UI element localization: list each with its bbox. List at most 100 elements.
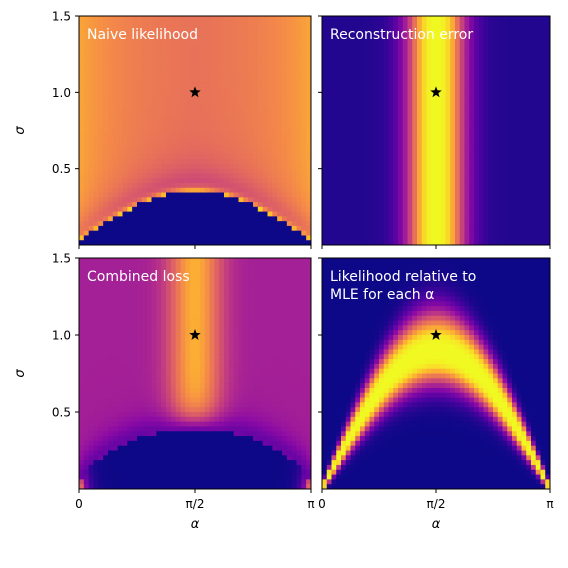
heatmap-cell <box>355 92 361 98</box>
heatmap-cell <box>531 140 537 146</box>
heatmap-cell <box>345 149 352 155</box>
heatmap-cell <box>535 230 542 237</box>
heatmap-cell <box>267 178 273 184</box>
heatmap-cell <box>436 35 442 41</box>
heatmap-cell <box>336 130 342 136</box>
heatmap-cell <box>199 182 206 189</box>
heatmap-cell <box>383 44 390 50</box>
heatmap-cell <box>195 206 201 213</box>
heatmap-cell <box>170 206 177 213</box>
heatmap-cell <box>545 49 550 55</box>
heatmap-cell <box>521 116 527 122</box>
heatmap-cell <box>224 163 230 170</box>
heatmap-cell <box>253 63 259 70</box>
heatmap-cell <box>291 16 298 22</box>
heatmap-cell <box>459 82 466 89</box>
heatmap-cell <box>459 225 466 232</box>
heatmap-cell <box>238 187 244 194</box>
heatmap-cell <box>103 197 109 203</box>
heatmap-cell <box>170 20 177 27</box>
heatmap-cell <box>243 211 249 217</box>
heatmap-cell <box>243 111 249 117</box>
heatmap-cell <box>474 125 480 132</box>
heatmap-cell <box>379 58 385 65</box>
heatmap-cell <box>459 140 466 146</box>
heatmap-cell <box>190 39 196 46</box>
heatmap-cell <box>341 68 347 74</box>
heatmap-cell <box>502 111 508 117</box>
heatmap-cell <box>445 58 451 65</box>
heatmap-cell <box>450 87 456 93</box>
heatmap-cell <box>341 202 347 208</box>
heatmap-cell <box>108 431 114 437</box>
heatmap-cell <box>272 49 278 55</box>
heatmap-cell <box>238 73 244 79</box>
heatmap-cell <box>296 44 302 50</box>
heatmap-cell <box>117 211 124 217</box>
heatmap-cell <box>137 178 143 184</box>
heatmap-cell <box>402 221 409 227</box>
heatmap-cell <box>488 168 494 175</box>
heatmap-cell <box>98 416 104 423</box>
heatmap-cell <box>103 464 109 471</box>
heatmap-cell <box>531 154 537 160</box>
heatmap-cell <box>531 135 537 141</box>
heatmap-cell <box>540 163 546 170</box>
heatmap-cell <box>98 392 104 399</box>
heatmap-cell <box>450 206 456 213</box>
heatmap-cell <box>412 49 418 55</box>
heatmap-cell <box>214 211 220 217</box>
heatmap-cell <box>341 144 347 151</box>
heatmap-cell <box>440 49 447 55</box>
heatmap-cell <box>233 82 240 89</box>
heatmap-cell <box>502 116 508 122</box>
heatmap-cell <box>185 225 191 232</box>
heatmap-cell <box>238 225 244 232</box>
heatmap-cell <box>336 173 342 179</box>
heatmap-cell <box>166 39 172 46</box>
heatmap-cell <box>331 106 337 113</box>
heatmap-cell <box>141 211 148 217</box>
heatmap-cell <box>127 182 133 189</box>
heatmap-cell <box>132 135 138 141</box>
heatmap-cell <box>296 73 302 79</box>
heatmap-cell <box>388 221 394 227</box>
heatmap-cell <box>326 149 333 155</box>
heatmap-cell <box>331 125 337 132</box>
heatmap-cell <box>98 106 104 113</box>
heatmap-cell <box>83 440 90 447</box>
heatmap-cell <box>79 306 85 312</box>
heatmap-cell <box>93 277 99 283</box>
heatmap-cell <box>322 235 328 241</box>
heatmap-cell <box>512 197 518 203</box>
heatmap-cell <box>175 225 182 232</box>
heatmap-cell <box>291 54 298 60</box>
heatmap-cell <box>243 235 249 241</box>
heatmap-cell <box>398 154 404 160</box>
heatmap-cell <box>83 291 90 298</box>
heatmap-cell <box>175 187 182 194</box>
heatmap-cell <box>170 192 177 198</box>
y-ticks <box>318 15 322 170</box>
heatmap-cell <box>253 106 259 113</box>
heatmap-cell <box>291 206 298 213</box>
heatmap-cell <box>531 163 537 170</box>
heatmap-cell <box>379 111 385 117</box>
heatmap-cell <box>398 168 404 175</box>
heatmap-cell <box>228 168 235 175</box>
heatmap-cell <box>88 182 95 189</box>
heatmap-cell <box>464 106 470 113</box>
heatmap-cell <box>122 192 128 198</box>
heatmap-cell <box>272 206 278 213</box>
heatmap-cell <box>331 63 337 70</box>
heatmap-cell <box>393 25 399 31</box>
heatmap-cell <box>355 192 361 198</box>
heatmap-cell <box>474 240 480 245</box>
heatmap-cell <box>296 111 302 117</box>
heatmap-cell <box>493 39 499 46</box>
heatmap-cell <box>540 135 546 141</box>
heatmap-cell <box>161 106 167 113</box>
heatmap-cell <box>79 426 85 432</box>
heatmap-cell <box>141 230 148 237</box>
heatmap-cell <box>166 144 172 151</box>
